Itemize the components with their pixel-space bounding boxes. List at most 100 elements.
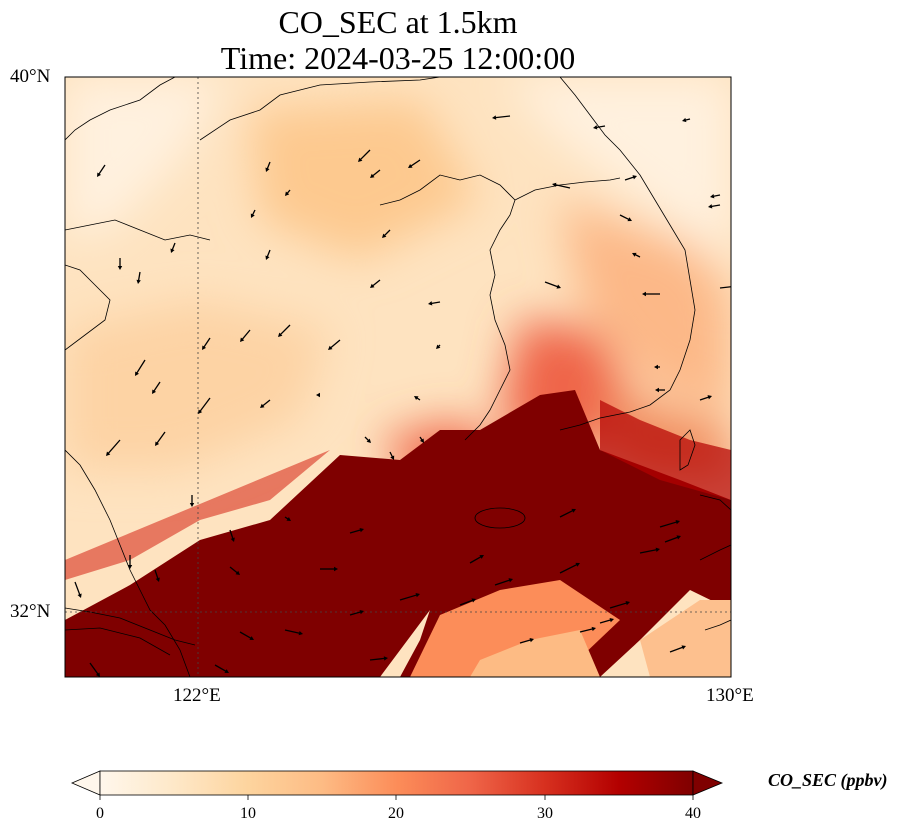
wind-arrow-shaft — [155, 431, 166, 445]
wind-arrow-shaft — [279, 324, 291, 336]
wind-arrow-head — [198, 409, 203, 414]
wind-arrow-shaft — [430, 301, 441, 305]
wind-arrow-head — [390, 455, 395, 460]
wind-arrow-shaft — [152, 381, 161, 393]
wind-arrow-shaft — [544, 281, 559, 288]
wind-arrow-shaft — [559, 509, 575, 518]
wind-arrow-shaft — [599, 619, 612, 624]
wind-arrow-shaft — [719, 286, 731, 289]
wind-arrow-head — [571, 508, 576, 513]
wind-arrow-shaft — [399, 594, 418, 601]
wind-arrow-head — [359, 609, 364, 615]
wind-arrow-shaft — [154, 569, 159, 580]
wind-arrow-head — [632, 175, 637, 180]
wind-arrow-head — [675, 520, 680, 525]
lat-tick-32n: 32°N — [10, 601, 51, 622]
wind-arrow-head — [552, 182, 557, 188]
wind-arrow-head — [632, 252, 637, 257]
wind-arrow-head — [492, 115, 497, 120]
wind-vectors — [74, 115, 738, 677]
wind-arrow-head — [117, 266, 123, 270]
wind-arrow-head — [334, 566, 338, 572]
wind-arrow-head — [370, 173, 375, 178]
wind-arrow-head — [382, 233, 387, 238]
wind-arrow-head — [383, 656, 388, 661]
wind-arrow-shaft — [554, 183, 571, 189]
wind-arrow-head — [642, 291, 646, 297]
wind-arrow-shaft — [359, 149, 371, 161]
wind-arrow-head — [202, 345, 207, 350]
wind-arrow-head — [265, 255, 270, 260]
wind-arrow-head — [508, 578, 513, 583]
wind-arrow-head — [708, 204, 713, 209]
wind-arrow-shaft — [241, 329, 251, 341]
wind-arrow-shaft — [371, 279, 381, 288]
wind-arrow-head — [609, 617, 614, 623]
wind-arrow-head — [436, 344, 441, 349]
wind-arrow-head — [414, 396, 419, 401]
wind-arrow-head — [135, 371, 139, 376]
wind-arrow-head — [235, 570, 240, 575]
wind-arrow-head — [328, 345, 333, 350]
wind-arrow-head — [127, 565, 133, 569]
wind-arrow-head — [260, 403, 265, 408]
wind-arrow-shaft — [459, 599, 474, 606]
wind-arrow-head — [415, 593, 420, 598]
wind-arrow-head — [428, 301, 433, 306]
wind-arrow-head — [734, 284, 738, 288]
wind-arrow-shaft — [559, 563, 579, 574]
wind-arrow-head — [106, 451, 111, 456]
wind-arrow-head — [285, 191, 290, 196]
colorbar-min-extension — [70, 770, 101, 796]
colorbar-tick: 10 — [240, 805, 256, 822]
wind-arrow-head — [155, 441, 160, 446]
wind-arrow-head — [298, 630, 303, 636]
wind-arrow-head — [189, 503, 195, 507]
wind-arrow-head — [152, 389, 157, 394]
wind-arrow-head — [366, 438, 371, 443]
wind-arrow-shaft — [659, 521, 678, 528]
lon-tick-130e: 130°E — [706, 685, 754, 706]
wind-arrow-shaft — [624, 176, 635, 181]
wind-arrow-shaft — [371, 169, 381, 178]
wind-arrow-head — [155, 577, 160, 582]
wind-arrow-head — [265, 167, 270, 172]
lat-tick-40n: 40°N — [10, 66, 51, 87]
wind-arrow-shaft — [699, 396, 710, 401]
lon-tick-122e: 122°E — [173, 685, 221, 706]
wind-arrow-head — [249, 636, 254, 640]
gridlines — [65, 77, 731, 677]
wind-arrow-shaft — [261, 399, 271, 408]
colorbar — [70, 770, 724, 800]
wind-arrow-shaft — [519, 639, 532, 644]
colorbar-gradient — [99, 770, 694, 796]
wind-arrow-head — [136, 279, 141, 284]
wind-arrow-shaft — [579, 627, 594, 633]
wind-arrow-head — [593, 125, 598, 130]
wind-arrow-shaft — [239, 631, 253, 640]
wind-arrow-head — [77, 593, 82, 598]
wind-arrow-head — [681, 645, 686, 650]
colorbar-tick: 20 — [388, 805, 404, 822]
wind-arrow-shaft — [469, 555, 483, 564]
wind-arrow-shaft — [639, 548, 658, 554]
wind-arrow-shaft — [349, 611, 362, 616]
wind-arrow-shaft — [97, 164, 106, 176]
wind-arrow-shaft — [229, 566, 239, 575]
wind-arrow-head — [707, 395, 712, 400]
wind-arrow-head — [95, 672, 100, 677]
wind-arrow-head — [575, 562, 580, 567]
wind-arrow-head — [529, 637, 534, 643]
wind-arrow-head — [278, 332, 283, 337]
wind-arrow-shaft — [349, 529, 362, 534]
wind-arrow-head — [240, 337, 245, 342]
wind-arrow-head — [316, 392, 320, 398]
wind-arrow-shaft — [74, 581, 81, 596]
wind-arrow-shaft — [202, 337, 211, 349]
wind-arrow-head — [591, 626, 596, 632]
wind-arrow-head — [286, 516, 291, 521]
wind-arrow-head — [359, 527, 364, 533]
wind-arrow-shaft — [107, 439, 121, 455]
wind-arrow-head — [408, 163, 413, 168]
